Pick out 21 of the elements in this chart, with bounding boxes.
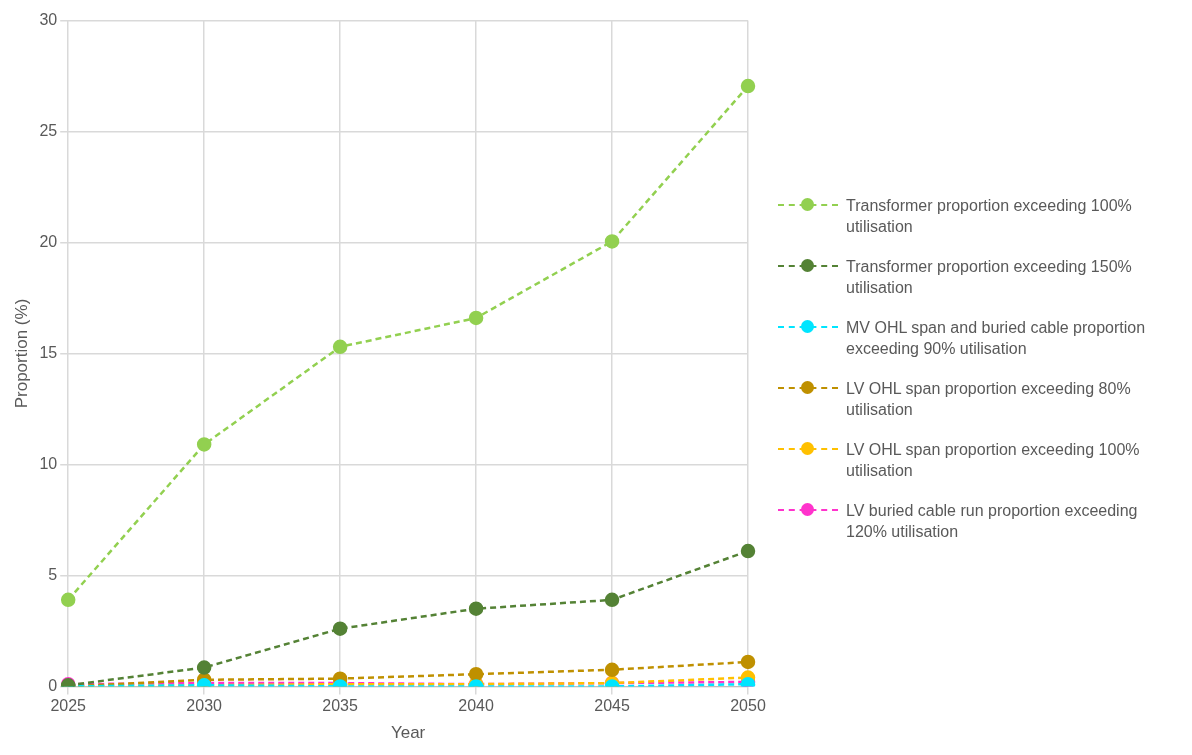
y-tick-label: 20 <box>39 232 58 250</box>
legend-label: Transformer proportion exceeding 100% utilisation <box>846 196 1133 237</box>
y-tick-label: 10 <box>39 454 58 472</box>
legend-label: Transformer proportion exceeding 150% utilisation <box>846 257 1133 298</box>
x-tick-label: 2040 <box>458 697 494 715</box>
y-tick-label: 25 <box>39 121 58 139</box>
y-axis-title: Proportion (%) <box>11 298 31 409</box>
x-tick-label: 2035 <box>322 697 359 715</box>
x-tick-label: 2045 <box>594 697 630 715</box>
x-tick-label: 2030 <box>186 697 223 715</box>
x-tick-label: 2050 <box>730 697 766 715</box>
y-tick-label: 30 <box>39 11 58 29</box>
x-axis-title: Year <box>390 723 426 743</box>
y-tick-label: 15 <box>39 343 58 361</box>
legend-label: LV buried cable run proportion exceeding 120% utilisation <box>846 501 1139 542</box>
legend-label: LV OHL span proportion exceeding 80% utilisation <box>846 379 1132 420</box>
y-tick-label: 0 <box>48 676 58 694</box>
x-tick-label: 2025 <box>50 697 87 715</box>
y-tick-label: 5 <box>48 565 58 583</box>
legend-label: LV OHL span proportion exceeding 100% utilisation <box>846 440 1141 481</box>
legend-label: MV OHL span and buried cable proportion exceeding 90% utilisation <box>846 318 1147 359</box>
